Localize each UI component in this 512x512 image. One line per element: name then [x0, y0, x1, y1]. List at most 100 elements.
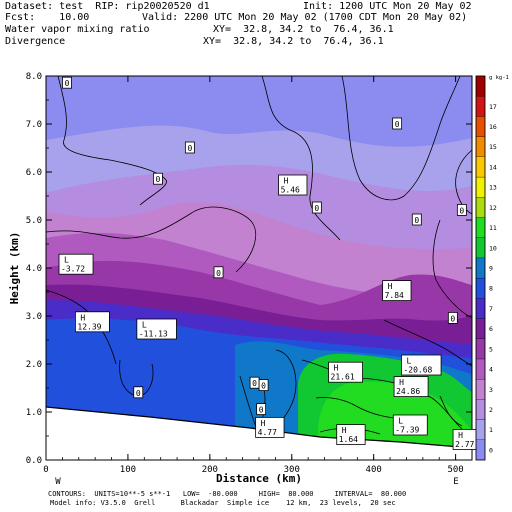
colorbar-swatch	[475, 318, 486, 339]
x-tick-label: 100	[120, 465, 136, 475]
colorbar-level-label: 3	[489, 386, 493, 394]
colorbar-level-label: 9	[489, 265, 493, 273]
extrema-type-text: H	[284, 177, 289, 186]
divergence-high-label: H12.39	[75, 311, 110, 333]
forecast-hour: Fcst: 10.00	[5, 12, 90, 23]
divergence-contour-line	[275, 349, 297, 421]
x-tick-label: 500	[447, 465, 463, 475]
extrema-value-text: 24.86	[396, 387, 420, 396]
zero-contour-text: 0	[414, 216, 419, 225]
divergence-contour-line	[432, 219, 472, 319]
x-tick-label: 300	[284, 465, 300, 475]
zero-contour-text: 0	[450, 314, 455, 323]
colorbar-level-label: 7	[489, 305, 493, 313]
divergence-low-label: L-11.13	[136, 318, 177, 340]
extrema-type-text: H	[458, 431, 463, 440]
divergence-contour-line	[439, 395, 463, 427]
zero-contour-label: 0	[256, 403, 267, 416]
colorbar-swatch	[475, 298, 486, 319]
init-time: Init: 1200 UTC Mon 20 May 02	[303, 1, 472, 12]
x-endpoint-label-west: W	[55, 477, 61, 487]
y-tick-label: 3.0	[26, 312, 42, 322]
colorbar-swatch	[475, 257, 486, 279]
colorbar-level-label: 16	[489, 123, 497, 131]
extrema-value-text: 4.77	[258, 428, 277, 437]
valid-time: Valid: 2200 UTC Mon 20 May 02 (1700 CDT …	[142, 12, 468, 23]
x-tick-label: 400	[366, 465, 382, 475]
divergence-low-label: L-3.72	[58, 253, 94, 275]
zero-contour-label: 0	[456, 203, 467, 216]
divergence-low-label: L-20.68	[401, 354, 442, 376]
colorbar-level-label: 8	[489, 285, 493, 293]
colorbar-level-label: 4	[489, 366, 493, 374]
colorbar-swatch	[475, 156, 486, 178]
extrema-value-text: -7.39	[395, 426, 419, 435]
extrema-type-text: H	[399, 378, 404, 387]
extrema-type-text: L	[64, 256, 69, 265]
colorbar-swatch	[475, 338, 486, 360]
extrema-type-text: H	[342, 426, 347, 435]
field2-cross-section-endpoints: XY= 32.8, 34.2 to 76.4, 36.1	[203, 36, 384, 47]
zero-contour-text: 0	[252, 379, 257, 388]
zero-contour-text: 0	[261, 382, 266, 391]
zero-contour-text: 0	[187, 144, 192, 153]
zero-contour-label: 0	[392, 117, 403, 130]
colorbar-level-label: 14	[489, 163, 497, 171]
zero-contour-label: 0	[62, 76, 72, 89]
x-tick-label: 0	[43, 465, 48, 475]
colorbar-swatch	[475, 116, 486, 137]
colorbar-level-label: 2	[489, 406, 493, 414]
divergence-high-label: H21.61	[328, 361, 363, 383]
extrema-value-text: 5.46	[281, 186, 300, 195]
extrema-type-text: L	[398, 417, 403, 426]
divergence-contour-line	[57, 76, 167, 206]
zero-contour-text: 0	[65, 79, 70, 88]
extrema-type-text: H	[334, 364, 339, 373]
colorbar-swatch	[475, 217, 486, 238]
colorbar-swatch	[475, 96, 486, 117]
colorbar-level-label: 0	[489, 446, 493, 454]
colorbar-level-label: 1	[489, 426, 493, 434]
divergence-contour-line	[261, 76, 341, 241]
divergence-high-label: H24.86	[393, 376, 429, 398]
colorbar-frame	[475, 75, 486, 461]
colorbar-level-label: 12	[489, 204, 497, 212]
extrema-value-text: -3.72	[61, 265, 85, 274]
zero-contour-label: 0	[311, 201, 322, 214]
colorbar-swatch	[475, 136, 486, 157]
zero-contour-text: 0	[156, 175, 161, 184]
y-tick-label: 6.0	[26, 168, 42, 178]
field2-label: Divergence	[5, 36, 66, 47]
y-tick-label: 2.0	[26, 360, 42, 370]
x-tick-label: 200	[202, 465, 218, 475]
y-tick-label: 1.0	[26, 408, 42, 418]
zero-contour-text: 0	[216, 269, 221, 278]
extrema-type-text: H	[261, 419, 266, 428]
terrain-outline	[46, 406, 472, 449]
zero-contour-label: 0	[249, 376, 260, 389]
model-info-line: Model info: V3.5.0 Grell Blackadar Simpl…	[50, 499, 396, 507]
colorbar-level-label: 17	[489, 103, 497, 111]
colorbar-level-label: 6	[489, 325, 493, 333]
zero-contour-label: 0	[258, 379, 269, 392]
colorbar-swatch	[475, 237, 486, 259]
field1-label: Water vapor mixing ratio	[5, 24, 150, 35]
zero-contour-text: 0	[136, 389, 141, 398]
divergence-low-label: L-7.39	[392, 414, 428, 436]
divergence-high-label: H7.84	[382, 280, 412, 302]
colorbar-swatch	[475, 358, 486, 380]
zero-contour-label: 0	[213, 266, 224, 279]
colorbar-level-label: 15	[489, 143, 497, 151]
extrema-type-text: L	[406, 357, 411, 366]
zero-contour-text: 0	[459, 206, 464, 215]
divergence-high-label: H4.77	[255, 416, 285, 438]
divergence-contour-line	[341, 76, 461, 201]
extrema-value-text: 1.64	[339, 435, 358, 444]
divergence-contour-line	[383, 319, 472, 367]
zero-contour-label: 0	[153, 172, 163, 185]
colorbar-level-label: 10	[489, 244, 497, 252]
colorbar-swatch	[475, 197, 486, 218]
